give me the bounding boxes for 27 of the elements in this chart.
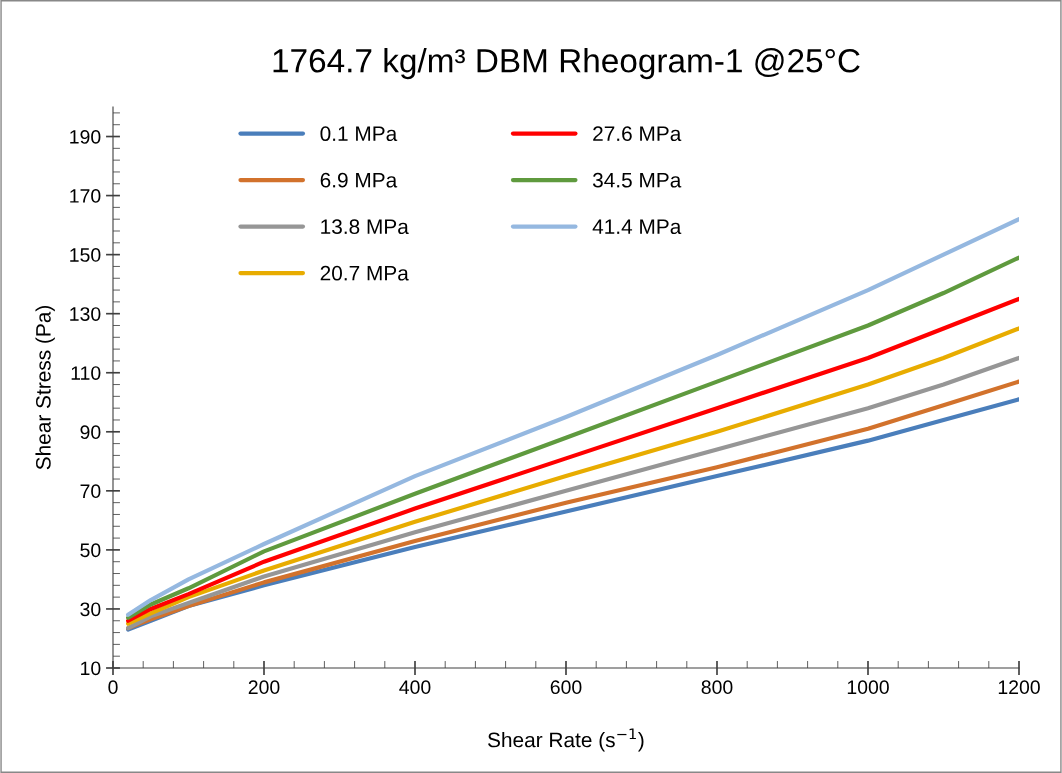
x-tick-label: 1000 (847, 680, 889, 695)
x-tick-label: 1200 (998, 680, 1040, 695)
chart-title: 1764.7 kg/m³ DBM Rheogram-1 @25°C (273, 48, 860, 80)
y-tick-label: 190 (70, 129, 101, 144)
y-axis-title: Shear Stress (Pa) (35, 306, 55, 470)
y-tick-label: 110 (71, 366, 101, 380)
y-tick-label: 70 (80, 484, 101, 499)
y-tick-label: 90 (80, 425, 101, 440)
legend-label: 41.4 MPa (592, 219, 682, 235)
legend-label: 6.9 MPa (320, 172, 398, 188)
y-tick-label: 170 (70, 189, 101, 203)
y-tick-label: 30 (80, 602, 101, 617)
x-tick-label: 600 (550, 680, 582, 695)
legend-label: 13.8 MPa (321, 219, 409, 235)
legend-label: 27.6 MPa (593, 126, 682, 142)
x-axis-title: Shear Rate (s$^{−1}$) (487, 728, 644, 752)
y-tick-label: 50 (80, 543, 101, 558)
x-tick-label: 400 (399, 680, 431, 695)
y-tick-label: 10 (81, 661, 101, 676)
legend-label: 34.5 MPa (592, 172, 682, 188)
x-tick-label: 800 (701, 680, 733, 695)
x-tick-label: 200 (248, 680, 280, 695)
legend-label: 20.7 MPa (320, 265, 409, 281)
legend-label: 0.1 MPa (320, 126, 398, 142)
y-tick-label: 150 (70, 248, 101, 262)
y-tick-label: 130 (70, 307, 101, 321)
x-tick-label: 0 (108, 680, 118, 695)
